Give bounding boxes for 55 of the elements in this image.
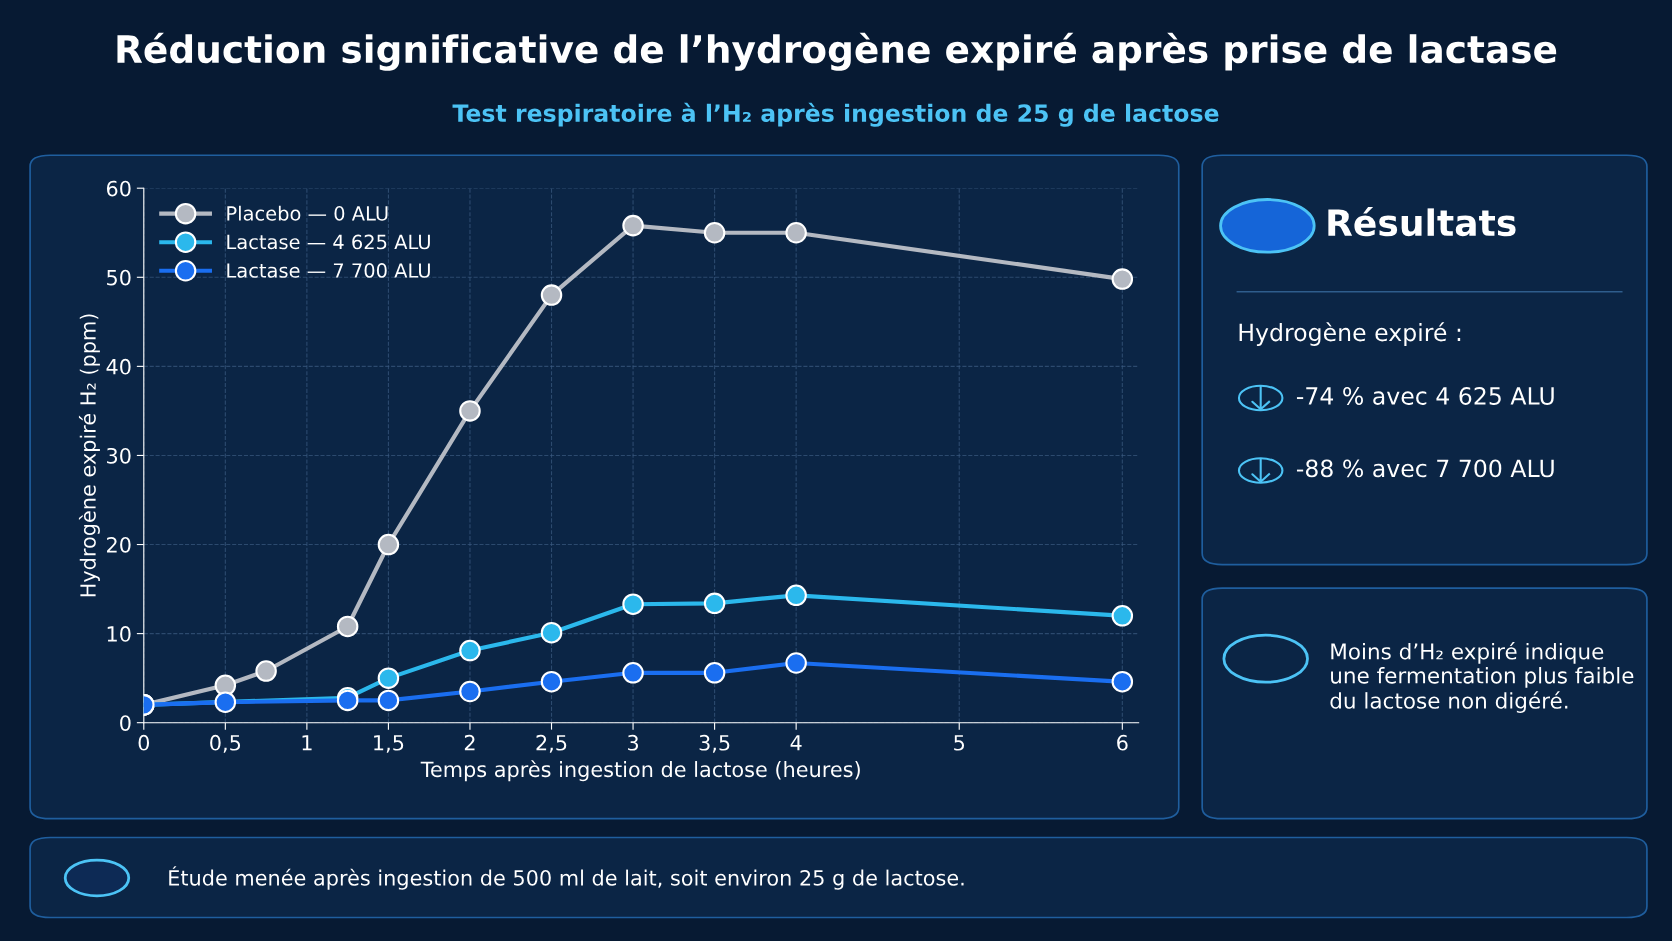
y-tick-label: 20 — [107, 536, 131, 553]
y-tick-label: 10 — [107, 626, 131, 642]
point — [703, 662, 726, 684]
point — [540, 621, 563, 644]
x-tick-label: 1,5 — [374, 735, 404, 753]
point — [703, 592, 726, 615]
point — [377, 533, 400, 556]
chart-title: Réduction significative de l’hydrogène expiré après prise de lactase — [117, 32, 1557, 71]
y-tick-label: 40 — [106, 358, 131, 375]
point — [703, 221, 726, 244]
legend-label: Placebo — 0 ALU — [227, 205, 388, 221]
x-tick-label: 2 — [464, 734, 475, 751]
text: Moins d’H₂ expiré indique une fermentation plus faible du lactose non digéré. — [1330, 642, 1634, 713]
point — [377, 689, 400, 712]
point — [214, 691, 237, 713]
text: Résultats — [1328, 206, 1516, 237]
point — [459, 639, 481, 662]
chart-subtitle: Test respiratoire à l’H₂ après ingestion de 25 g de lactose — [452, 102, 1219, 127]
text: -74 % avec 4 625 ALU — [1296, 387, 1554, 405]
x-tick-label: 3 — [628, 734, 639, 751]
x-tick-label: 5 — [954, 735, 965, 751]
point — [540, 284, 563, 306]
point — [377, 667, 400, 689]
y-axis-title: Hydrogène expiré H₂ (ppm) — [78, 314, 100, 597]
point — [785, 221, 807, 244]
x-tick-label: 6 — [1117, 734, 1128, 751]
point — [459, 680, 481, 703]
x-tick-label: 4 — [790, 735, 802, 751]
x-tick-label: 2,5 — [536, 734, 567, 753]
point — [1111, 670, 1134, 693]
text: Hydrogène expiré : — [1239, 322, 1461, 346]
point — [336, 615, 359, 638]
point — [540, 670, 563, 693]
x-axis-title: Temps après ingestion de lactose (heures) — [420, 760, 860, 782]
y-tick-label: 0 — [120, 715, 131, 731]
y-tick-label: 30 — [107, 447, 131, 464]
y-tick-label: 50 — [107, 269, 131, 286]
x-tick-label: 1 — [302, 735, 312, 751]
text: -88 % avec 7 700 ALU — [1296, 459, 1554, 478]
text: Étude menée après ingestion de 500 ml de lait, soit environ 25 g de lactose. — [169, 866, 964, 890]
point — [459, 400, 481, 422]
x-tick-label: 0 — [138, 734, 150, 751]
x-tick-label: 3,5 — [699, 734, 730, 753]
point — [622, 593, 644, 615]
point — [622, 214, 644, 237]
point — [1111, 268, 1134, 290]
point — [785, 584, 807, 607]
legend-label: Lactase — 7 700 ALU — [227, 263, 430, 278]
point — [622, 662, 644, 684]
y-tick-label: 60 — [106, 180, 131, 197]
point — [785, 652, 807, 674]
legend-label: Lactase — 4 625 ALU — [227, 234, 430, 250]
point — [1111, 605, 1134, 627]
point — [255, 660, 277, 682]
x-tick-label: 0,5 — [210, 734, 241, 753]
